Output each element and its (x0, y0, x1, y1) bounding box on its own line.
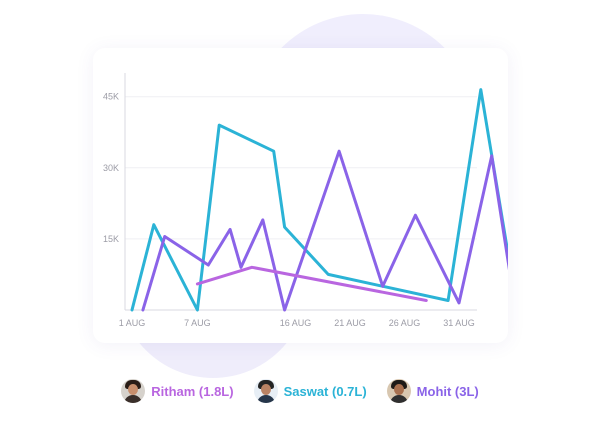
line-chart: 15K 30K 45K 1 AUG 7 AUG 16 AUG 21 AUG 26… (103, 73, 508, 328)
x-tick-label: 26 AUG (389, 318, 421, 328)
grid-lines (125, 96, 477, 240)
ritham-avatar (121, 379, 146, 403)
legend-item-ritham[interactable]: Ritham (1.8L) (121, 379, 234, 403)
x-tick-label: 21 AUG (334, 318, 366, 328)
saswat-avatar (253, 379, 278, 403)
y-tick-label: 30K (103, 163, 119, 173)
y-tick-label: 45K (103, 92, 119, 102)
x-ticks: 1 AUG 7 AUG 16 AUG 21 AUG 26 AUG 31 AUG (119, 318, 475, 328)
x-tick-label: 1 AUG (119, 318, 146, 328)
x-tick-label: 7 AUG (184, 318, 211, 328)
series-line-saswat (130, 88, 508, 312)
series-line-ritham (195, 265, 428, 302)
chart-card: 15K 30K 45K 1 AUG 7 AUG 16 AUG 21 AUG 26… (93, 48, 508, 343)
legend-item-mohit[interactable]: Mohit (3L) (386, 379, 479, 403)
x-tick-label: 16 AUG (280, 318, 312, 328)
legend-label-mohit: Mohit (3L) (416, 383, 479, 399)
mohit-avatar (386, 379, 411, 403)
legend-item-saswat[interactable]: Saswat (0.7L) (253, 379, 367, 403)
x-tick-label: 31 AUG (443, 318, 475, 328)
legend-label-ritham: Ritham (1.8L) (151, 383, 234, 399)
legend-label-saswat: Saswat (0.7L) (283, 383, 367, 399)
y-ticks: 15K 30K 45K (103, 92, 119, 244)
chart-legend: Ritham (1.8L) Saswat (0.7L) Mohit (3L) (0, 374, 600, 408)
series-line-mohit (141, 149, 508, 312)
y-tick-label: 15K (103, 234, 119, 244)
series-lines (130, 88, 508, 312)
